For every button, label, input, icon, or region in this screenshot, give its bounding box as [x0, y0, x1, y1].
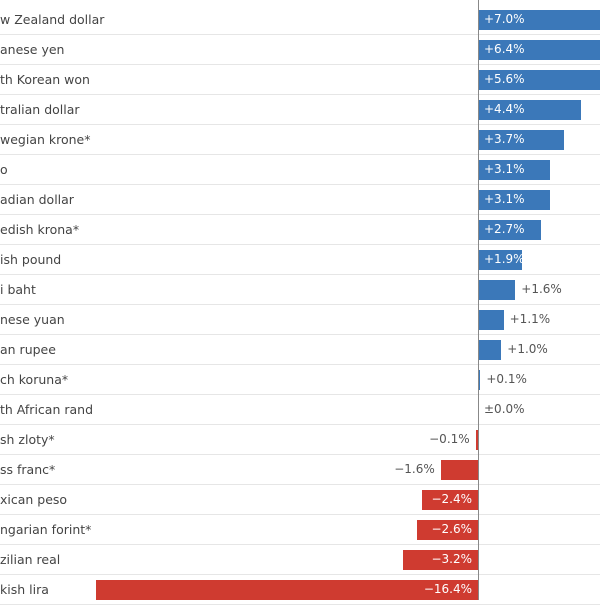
category-label: nese yuan: [0, 312, 65, 327]
category-label: ss franc*: [0, 462, 56, 477]
value-label: −3.2%: [431, 552, 472, 566]
value-label: −1.6%: [394, 462, 435, 476]
value-label: +1.1%: [509, 312, 551, 326]
value-label: +3.1%: [484, 192, 525, 206]
bar: [478, 220, 541, 240]
bar: [403, 550, 478, 570]
chart-row: ngarian forint* −2.6%: [0, 515, 600, 545]
value-label: ±0.0%: [484, 402, 525, 416]
chart-row: w Zealand dollar +7.0%: [0, 5, 600, 35]
zero-axis: [478, 0, 479, 600]
value-label: +5.6%: [484, 72, 525, 86]
category-label: tralian dollar: [0, 102, 80, 117]
bar: [478, 310, 504, 330]
value-label: −16.4%: [423, 582, 472, 596]
bar: [478, 370, 481, 390]
bar: [95, 580, 478, 600]
value-label: −2.4%: [431, 492, 472, 506]
category-label: kish lira: [0, 582, 49, 597]
category-label: ch koruna*: [0, 372, 69, 387]
value-label: +4.4%: [484, 102, 525, 116]
chart-row: th African rand ±0.0%: [0, 395, 600, 425]
bar: [478, 160, 551, 180]
chart-row: o +3.1%: [0, 155, 600, 185]
bar: [478, 340, 502, 360]
bar: [422, 490, 478, 510]
category-label: th African rand: [0, 402, 93, 417]
chart-row: nese yuan +1.1%: [0, 305, 600, 335]
chart-row: zilian real −3.2%: [0, 545, 600, 575]
bar: [478, 130, 565, 150]
bar: [478, 70, 600, 90]
category-label: ngarian forint*: [0, 522, 92, 537]
value-label: +1.6%: [521, 282, 562, 296]
category-label: an rupee: [0, 342, 56, 357]
category-label: wegian krone*: [0, 132, 91, 147]
bar: [417, 520, 478, 540]
value-label: +0.1%: [486, 372, 527, 386]
chart-row: sh zloty* −0.1%: [0, 425, 600, 455]
category-label: ish pound: [0, 252, 62, 267]
bar: [478, 280, 516, 300]
chart-row: ch koruna* +0.1%: [0, 365, 600, 395]
chart-row: th Korean won +5.6%: [0, 65, 600, 95]
category-label: o: [0, 162, 8, 177]
chart-row: anese yen +6.4%: [0, 35, 600, 65]
category-label: zilian real: [0, 552, 61, 567]
value-label: −0.1%: [429, 432, 470, 446]
value-label: −2.6%: [431, 522, 472, 536]
value-label: +1.0%: [507, 342, 548, 356]
value-label: +1.9%: [484, 252, 525, 266]
chart-row: adian dollar +3.1%: [0, 185, 600, 215]
bar: [478, 40, 600, 60]
chart-row: edish krona* +2.7%: [0, 215, 600, 245]
chart-row: ss franc* −1.6%: [0, 455, 600, 485]
bar: [440, 460, 478, 480]
value-label: +6.4%: [484, 42, 525, 56]
bar: [478, 190, 551, 210]
bar: [478, 250, 523, 270]
category-label: th Korean won: [0, 72, 90, 87]
category-label: adian dollar: [0, 192, 74, 207]
value-label: +3.1%: [484, 162, 525, 176]
chart-row: wegian krone* +3.7%: [0, 125, 600, 155]
chart-row: i baht +1.6%: [0, 275, 600, 305]
value-label: +7.0%: [484, 12, 525, 26]
bar: [478, 10, 600, 30]
bar: [478, 100, 581, 120]
category-label: edish krona*: [0, 222, 80, 237]
value-label: +3.7%: [484, 132, 525, 146]
category-label: anese yen: [0, 42, 65, 57]
chart-row: kish lira −16.4%: [0, 575, 600, 605]
bar: [475, 430, 478, 450]
chart-row: xican peso −2.4%: [0, 485, 600, 515]
chart-row: ish pound +1.9%: [0, 245, 600, 275]
value-label: +2.7%: [484, 222, 525, 236]
category-label: xican peso: [0, 492, 68, 507]
category-label: w Zealand dollar: [0, 12, 105, 27]
chart-row: tralian dollar +4.4%: [0, 95, 600, 125]
chart-row: an rupee +1.0%: [0, 335, 600, 365]
category-label: sh zloty*: [0, 432, 55, 447]
category-label: i baht: [0, 282, 36, 297]
